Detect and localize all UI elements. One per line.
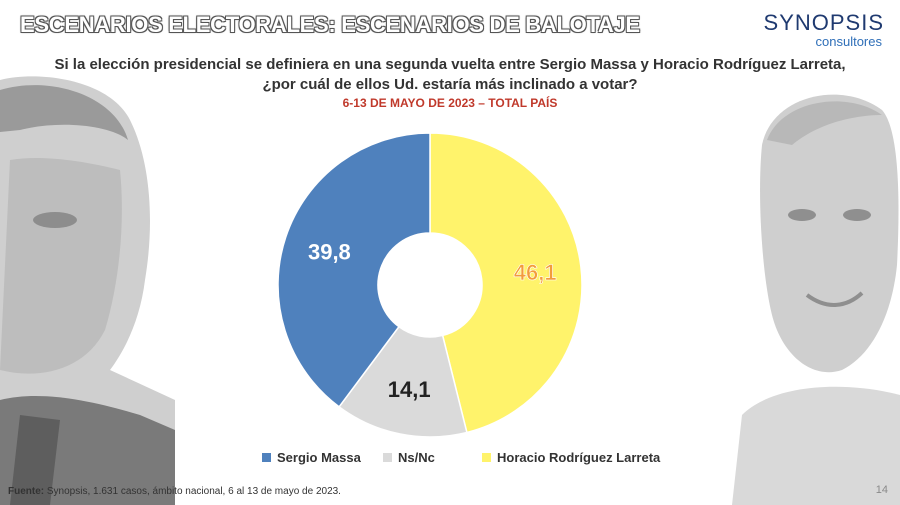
donut-data-label-0: 46,1 bbox=[514, 260, 557, 285]
donut-data-label-2: 39,8 bbox=[308, 240, 351, 265]
legend-swatch-2 bbox=[482, 453, 491, 462]
donut-chart: 46,1 14,1 39,8 bbox=[277, 132, 583, 438]
synopsis-logo: SYNOPSIS consultores bbox=[744, 10, 884, 50]
legend-swatch-0 bbox=[262, 453, 271, 462]
donut-slice-0 bbox=[429, 132, 583, 434]
logo-tagline: consultores bbox=[815, 34, 882, 49]
survey-date-subtitle: 6-13 DE MAYO DE 2023 – TOTAL PAÍS bbox=[342, 96, 558, 110]
legend-item-0: Sergio Massa bbox=[262, 450, 361, 465]
legend-label-0: Sergio Massa bbox=[277, 450, 361, 465]
logo-wordmark: SYNOPSIS bbox=[763, 10, 884, 35]
donut-slice-1 bbox=[338, 325, 468, 438]
left-portrait-photo bbox=[0, 70, 175, 505]
page-number: 14 bbox=[875, 484, 888, 496]
legend-swatch-1 bbox=[383, 453, 392, 462]
legend-label-1: Ns/Nc bbox=[398, 450, 435, 465]
source-text: Synopsis, 1.631 casos, ámbito nacional, … bbox=[44, 486, 341, 497]
donut-data-label-1: 14,1 bbox=[388, 377, 431, 402]
right-portrait-photo bbox=[732, 85, 900, 505]
question-line-2: ¿por cuál de ellos Ud. estaría más incli… bbox=[262, 76, 638, 93]
legend-label-2: Horacio Rodríguez Larreta bbox=[497, 450, 661, 465]
source-label: Fuente: bbox=[8, 486, 45, 497]
question-line-1: Si la elección presidencial se definiera… bbox=[54, 56, 846, 73]
donut-slice-2 bbox=[277, 132, 431, 408]
chart-legend: Sergio Massa Ns/Nc Horacio Rodríguez Larre… bbox=[0, 450, 900, 470]
page-title: ESCENARIOS ELECTORALES: ESCENARIOS DE BA… bbox=[20, 12, 640, 37]
source-note: Fuente: Synopsis, 1.631 casos, ámbito na… bbox=[8, 486, 341, 497]
legend-item-2: Horacio Rodríguez Larreta bbox=[482, 450, 660, 465]
legend-item-1: Ns/Nc bbox=[383, 450, 435, 465]
